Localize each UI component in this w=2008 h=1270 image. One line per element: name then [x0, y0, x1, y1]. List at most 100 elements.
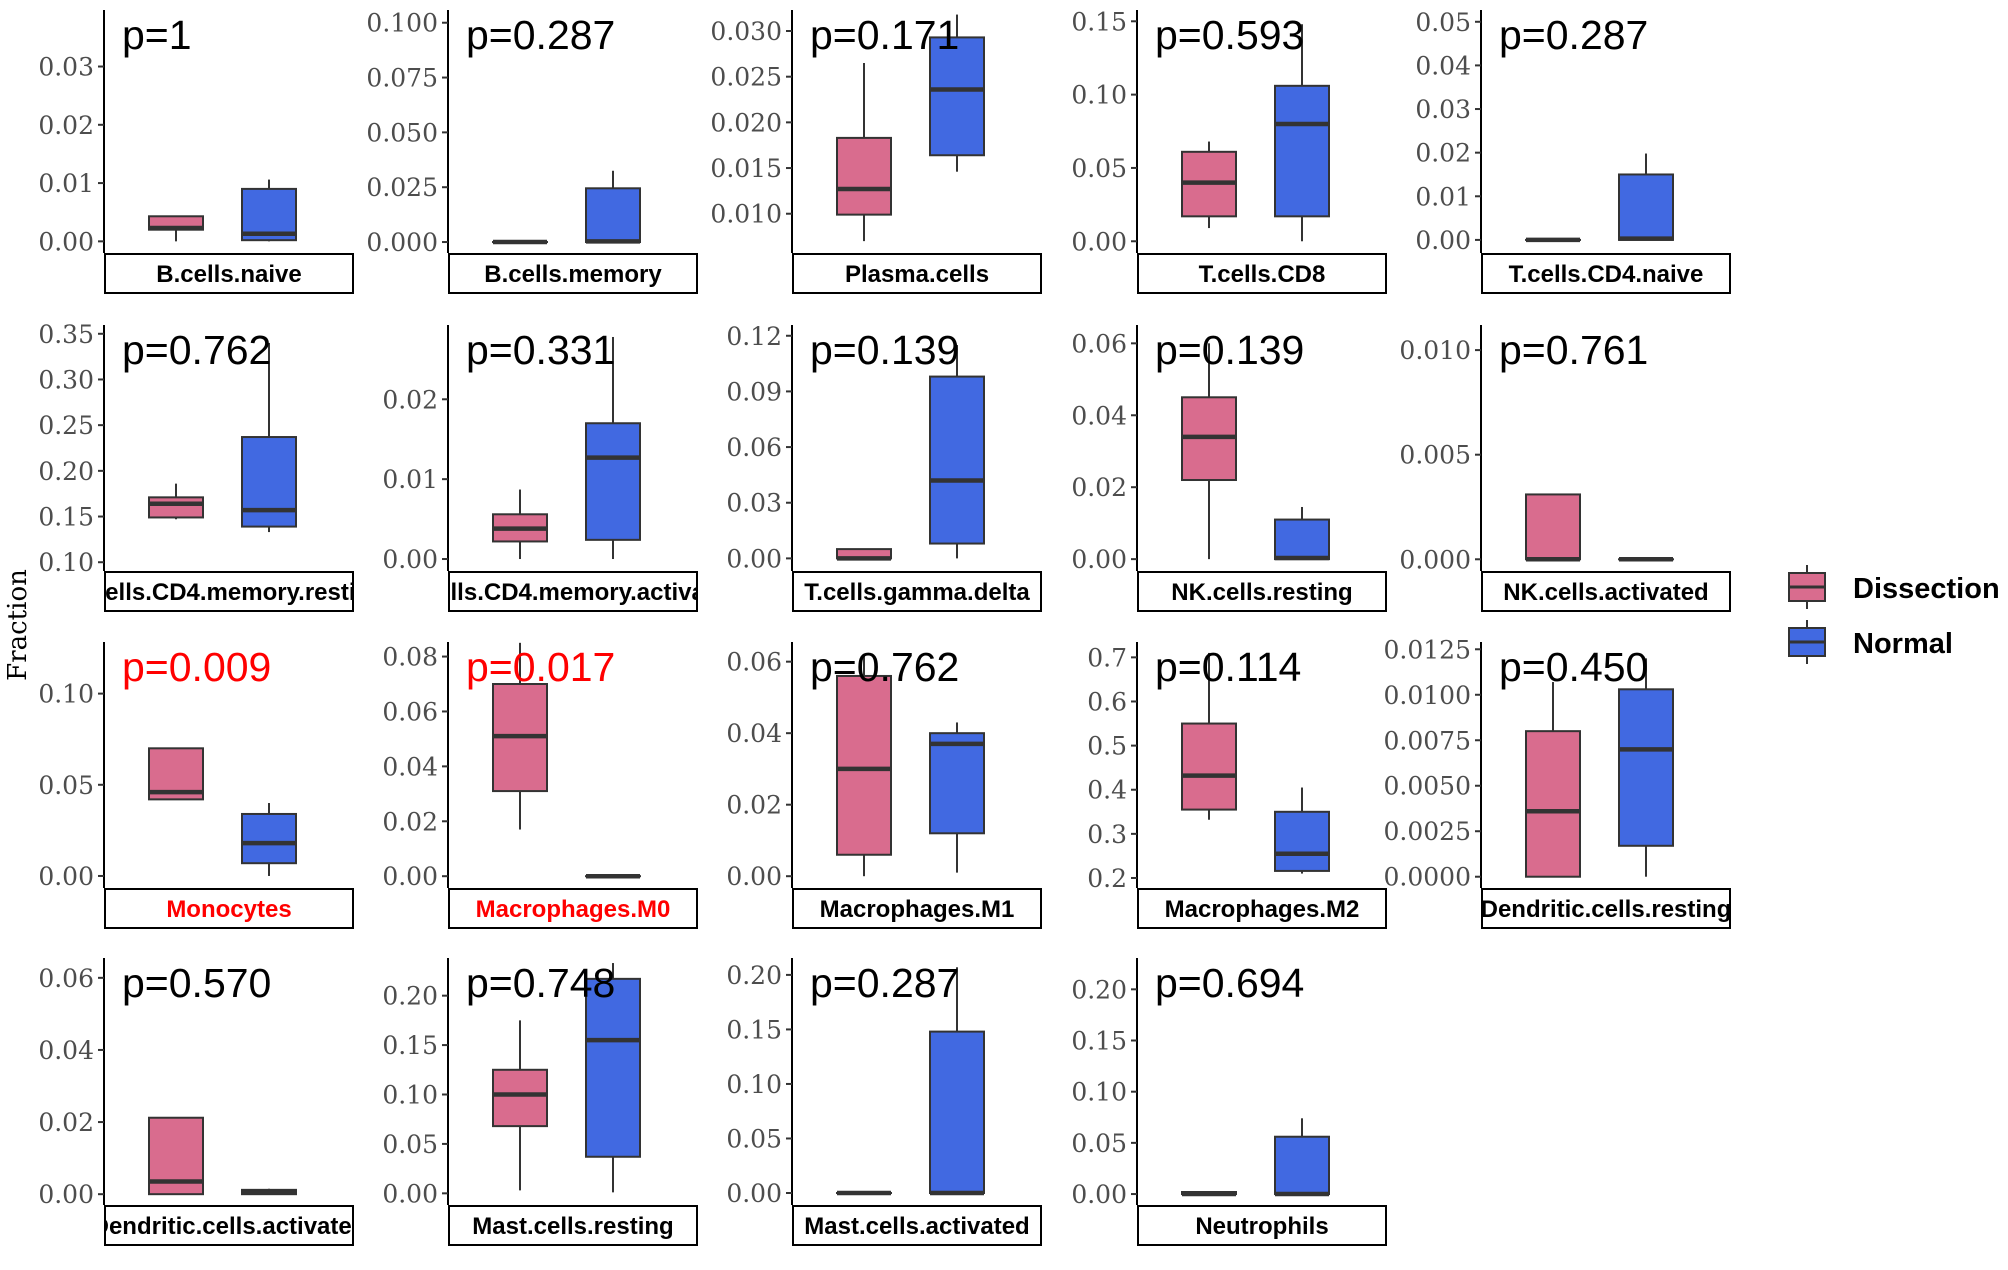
y-tick-label: 0.02 [382, 385, 438, 414]
p-value-label: p=0.694 [1155, 960, 1304, 1006]
y-tick-label: 0.050 [366, 118, 438, 147]
strip-title: T.cells.CD4.memory.resting [73, 579, 385, 606]
panel-t-cells-cd4-memory-activated: 0.000.010.02p=0.331T.cells.CD4.memory.ac… [382, 325, 741, 611]
y-tick-label: 0.00 [1415, 226, 1471, 255]
p-value-label: p=0.139 [1155, 327, 1304, 373]
box-dissection [493, 1070, 547, 1126]
box-dissection [1526, 731, 1580, 877]
y-tick-label: 0.10 [726, 1070, 782, 1099]
y-tick-label: 0.6 [1087, 687, 1127, 716]
y-tick-label: 0.20 [1071, 975, 1127, 1004]
y-tick-label: 0.05 [1071, 154, 1127, 183]
y-tick-label: 0.00 [726, 1179, 782, 1208]
y-tick-label: 0.08 [382, 643, 438, 672]
box-dissection [1182, 724, 1236, 810]
y-tick-label: 0.15 [1071, 1027, 1127, 1056]
y-tick-label: 0.020 [710, 108, 782, 137]
box-group [149, 1118, 296, 1194]
y-tick-label: 0.06 [382, 697, 438, 726]
strip-title: NK.cells.activated [1503, 579, 1708, 606]
p-value-label: p=0.450 [1499, 644, 1648, 690]
box-group [1526, 494, 1673, 559]
y-tick-label: 0.0025 [1384, 817, 1471, 846]
strip: T.cells.CD4.memory.activated [405, 572, 741, 611]
strip: T.cells.CD4.naive [1482, 254, 1730, 293]
box-normal [1275, 520, 1329, 560]
box-group [1182, 1118, 1329, 1194]
box-normal [586, 423, 640, 540]
strip-title: B.cells.naive [156, 261, 301, 288]
y-tick-label: 0.04 [38, 1036, 94, 1065]
y-tick-label: 0.030 [710, 17, 782, 46]
p-value-label: p=0.287 [810, 960, 959, 1006]
y-tick-label: 0.05 [726, 1124, 782, 1153]
y-tick-label: 0.005 [1399, 441, 1471, 470]
y-tick-label: 0.0050 [1384, 772, 1471, 801]
y-tick-label: 0.20 [38, 457, 94, 486]
y-tick-label: 0.09 [726, 377, 782, 406]
strip-title: T.cells.gamma.delta [804, 579, 1030, 606]
legend-item-dissection: Dissection [1789, 565, 2000, 609]
y-tick-label: 0.02 [38, 1108, 94, 1137]
p-value-label: p=0.331 [466, 327, 615, 373]
strip-title: Macrophages.M1 [820, 896, 1015, 923]
y-tick-label: 0.06 [38, 964, 94, 993]
strip: B.cells.memory [449, 254, 697, 293]
box-group [837, 345, 984, 558]
y-tick-label: 0.00 [1071, 1180, 1127, 1209]
box-group [1526, 154, 1673, 240]
box-normal [930, 733, 984, 833]
box-normal [930, 1032, 984, 1193]
y-tick-label: 0.01 [38, 169, 94, 198]
strip-title: Mast.cells.resting [472, 1213, 673, 1240]
y-tick-label: 0.06 [1071, 329, 1127, 358]
box-normal [242, 814, 296, 863]
y-tick-label: 0.10 [382, 1080, 438, 1109]
y-tick-label: 0.02 [726, 791, 782, 820]
y-tick-label: 0.01 [1415, 182, 1471, 211]
y-tick-label: 0.10 [1071, 81, 1127, 110]
strip: Macrophages.M1 [793, 889, 1041, 928]
strip: Mast.cells.resting [449, 1206, 697, 1245]
p-value-label: p=0.009 [122, 644, 271, 690]
y-tick-label: 0.04 [1071, 401, 1127, 430]
p-value-label: p=0.761 [1499, 327, 1648, 373]
y-tick-label: 0.15 [38, 503, 94, 532]
y-tick-label: 0.0000 [1384, 863, 1471, 892]
y-tick-label: 0.02 [1415, 139, 1471, 168]
p-value-label: p=0.139 [810, 327, 959, 373]
y-tick-label: 0.05 [38, 771, 94, 800]
strip: Dendritic.cells.activated [92, 1206, 367, 1245]
y-tick-label: 0.15 [1071, 7, 1127, 36]
y-tick-label: 0.15 [726, 1015, 782, 1044]
strip: NK.cells.resting [1138, 572, 1386, 611]
y-tick-label: 0.35 [38, 320, 94, 349]
strip-title: Macrophages.M0 [476, 896, 671, 923]
box-normal [1275, 86, 1329, 217]
strip: B.cells.naive [105, 254, 353, 293]
y-tick-label: 0.02 [382, 807, 438, 836]
y-tick-label: 0.7 [1087, 643, 1127, 672]
y-tick-label: 0.04 [382, 752, 438, 781]
y-tick-label: 0.20 [726, 961, 782, 990]
y-tick-label: 0.00 [38, 227, 94, 256]
p-value-label: p=0.570 [122, 960, 271, 1006]
p-value-label: p=0.762 [122, 327, 271, 373]
legend-item-normal: Normal [1789, 620, 1953, 664]
p-value-label: p=0.017 [466, 644, 615, 690]
y-tick-label: 0.010 [710, 200, 782, 229]
y-tick-label: 0.00 [382, 545, 438, 574]
y-tick-label: 0.00 [726, 862, 782, 891]
y-tick-label: 0.025 [710, 63, 782, 92]
panel-b-cells-naive: 0.000.010.020.03p=1B.cells.naive [38, 10, 353, 293]
